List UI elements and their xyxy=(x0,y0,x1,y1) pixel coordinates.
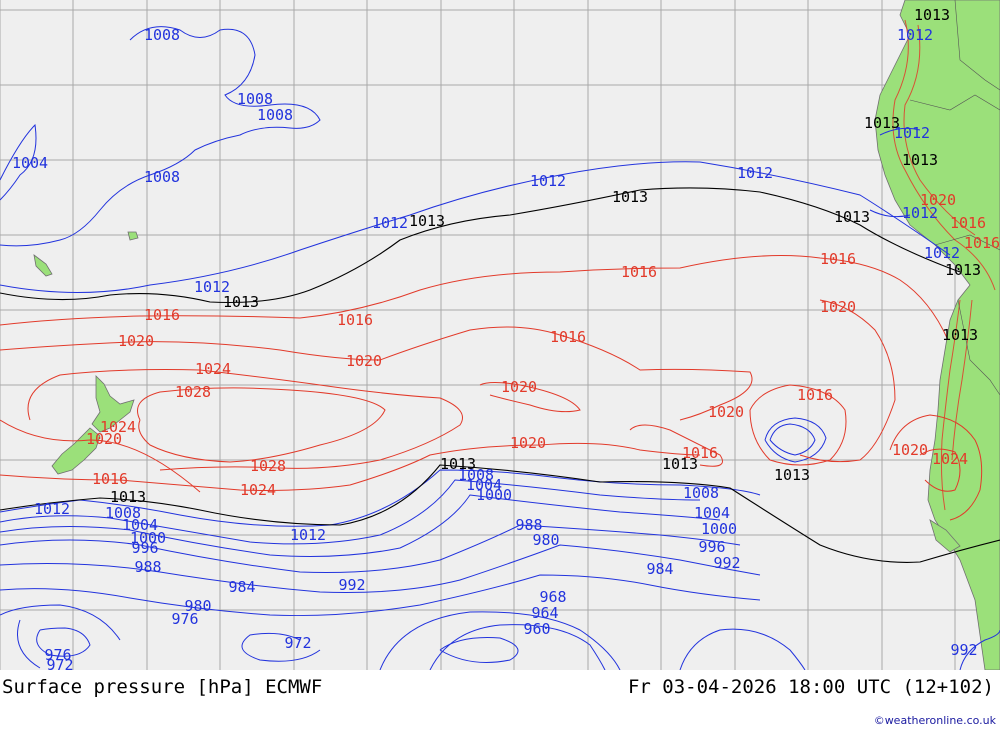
reference-isobar-1013 xyxy=(0,187,1000,563)
isobar-value-label: 1013 xyxy=(662,455,698,473)
isobar-value-label: 984 xyxy=(646,560,673,578)
isobar-value-label: 1013 xyxy=(902,151,938,169)
isobar-value-label: 1004 xyxy=(12,154,48,172)
pressure-map: 1008 1008 1008 1004 1008 1012 1012 1012 1012 1012… xyxy=(0,0,1000,689)
isobar-value-label: 976 xyxy=(171,610,198,628)
isobar-value-label: 972 xyxy=(46,656,73,670)
isobar-value-label: 1013 xyxy=(612,188,648,206)
map-title: Surface pressure [hPa] ECMWF xyxy=(2,676,323,698)
isobar-value-label: 1012 xyxy=(897,26,933,44)
isobar-value-label: 1016 xyxy=(820,250,856,268)
isobar-value-label: 1012 xyxy=(290,526,326,544)
isobar-value-label: 1013 xyxy=(834,208,870,226)
isobar-value-label: 984 xyxy=(228,578,255,596)
isobar-value-label: 1028 xyxy=(250,457,286,475)
land-masses xyxy=(33,0,1000,671)
isobar-value-label: 1028 xyxy=(175,383,211,401)
isobar-value-label: 1004 xyxy=(694,504,730,522)
isobar-value-label: 1020 xyxy=(892,441,928,459)
isobar-value-label: 1012 xyxy=(34,500,70,518)
isobar-value-label: 1020 xyxy=(920,191,956,209)
isobar-value-label: 1013 xyxy=(774,466,810,484)
isobar-value-label: 1013 xyxy=(914,6,950,24)
isobar-value-label: 1016 xyxy=(950,214,986,232)
ocean-background xyxy=(0,0,1000,670)
low-pressure-isobars xyxy=(0,26,1000,671)
isobar-value-label: 1020 xyxy=(820,298,856,316)
country-borders xyxy=(909,0,1000,396)
isobar-value-label: 960 xyxy=(523,620,550,638)
isobar-value-label: 992 xyxy=(713,554,740,572)
isobar-value-label: 1013 xyxy=(942,326,978,344)
isobar-value-label: 1016 xyxy=(144,306,180,324)
isobar-value-label: 988 xyxy=(134,558,161,576)
credit-link[interactable]: ©weatheronline.co.uk xyxy=(873,714,996,727)
isobar-value-label: 1016 xyxy=(682,444,718,462)
isobar-value-label: 1013 xyxy=(223,293,259,311)
isobar-value-label: 992 xyxy=(338,576,365,594)
isobar-value-label: 1012 xyxy=(924,244,960,262)
isobar-value-label: 1024 xyxy=(932,450,968,468)
isobar-value-label: 964 xyxy=(531,604,558,622)
isobar-value-label: 1012 xyxy=(737,164,773,182)
isobar-value-label: 1024 xyxy=(195,360,231,378)
south-america-land xyxy=(874,0,1000,671)
isobar-value-label: 1020 xyxy=(510,434,546,452)
isobar-value-label: 1008 xyxy=(237,90,273,108)
isobar-value-label: 1013 xyxy=(864,114,900,132)
isobar-value-label: 988 xyxy=(515,516,542,534)
isobar-value-label: 1012 xyxy=(530,172,566,190)
isobar-value-label: 1012 xyxy=(894,124,930,142)
isobar-value-label: 1020 xyxy=(118,332,154,350)
isobar-value-label: 1004 xyxy=(466,476,502,494)
new-caledonia xyxy=(33,254,53,277)
isobar-value-label: 1012 xyxy=(194,278,230,296)
isobar-value-label: 996 xyxy=(698,538,725,556)
isobar-value-label: 1004 xyxy=(122,516,158,534)
isobar-value-label: 1008 xyxy=(458,466,494,484)
lat-lon-grid xyxy=(0,0,1000,670)
isobar-value-label: 1020 xyxy=(346,352,382,370)
isobar-value-label: 1008 xyxy=(105,504,141,522)
isobar-value-label: 1008 xyxy=(144,26,180,44)
isobar-value-label: 968 xyxy=(539,588,566,606)
isobar-value-label: 1024 xyxy=(100,418,136,436)
isobar-value-label: 1008 xyxy=(257,106,293,124)
isobar-value-label: 1020 xyxy=(86,430,122,448)
isobar-value-label: 1000 xyxy=(130,529,166,547)
isobar-value-label: 1024 xyxy=(240,481,276,499)
new-zealand-north-island xyxy=(91,375,135,433)
isobar-value-label: 1012 xyxy=(372,214,408,232)
isobar-value-label: 1013 xyxy=(409,212,445,230)
isobar-value-label: 1013 xyxy=(110,488,146,506)
isobar-value-label: 1016 xyxy=(337,311,373,329)
isobar-value-label: 1008 xyxy=(144,168,180,186)
isobar-value-label: 1020 xyxy=(501,378,537,396)
isobar-value-label: 1020 xyxy=(708,403,744,421)
isobar-value-label: 1016 xyxy=(550,328,586,346)
isobar-value-label: 1012 xyxy=(902,204,938,222)
isobar-value-label: 980 xyxy=(184,597,211,615)
isobar-value-label: 996 xyxy=(131,539,158,557)
high-pressure-isobars xyxy=(0,255,983,521)
valid-time: Fr 03-04-2026 18:00 UTC (12+102) xyxy=(627,676,994,698)
isobar-value-label: 1016 xyxy=(964,234,1000,252)
isobar-value-label: 1000 xyxy=(701,520,737,538)
isobar-value-label: 1013 xyxy=(440,455,476,473)
isobar-value-label: 972 xyxy=(284,634,311,652)
chiloe-fjord-island xyxy=(929,519,961,553)
isobar-value-label: 1013 xyxy=(945,261,981,279)
isobar-value-label: 1016 xyxy=(92,470,128,488)
isobar-value-label: 1016 xyxy=(797,386,833,404)
isobar-value-label: 980 xyxy=(532,531,559,549)
isobar-value-label: 1008 xyxy=(683,484,719,502)
isobar-value-label: 992 xyxy=(950,641,977,659)
andes-relief xyxy=(892,19,996,511)
isobar-value-label: 1016 xyxy=(621,263,657,281)
vanuatu-island xyxy=(127,231,139,241)
isobar-value-label: 1000 xyxy=(476,486,512,504)
new-zealand-south-island xyxy=(51,427,101,475)
isobar-value-label: 976 xyxy=(44,646,71,664)
